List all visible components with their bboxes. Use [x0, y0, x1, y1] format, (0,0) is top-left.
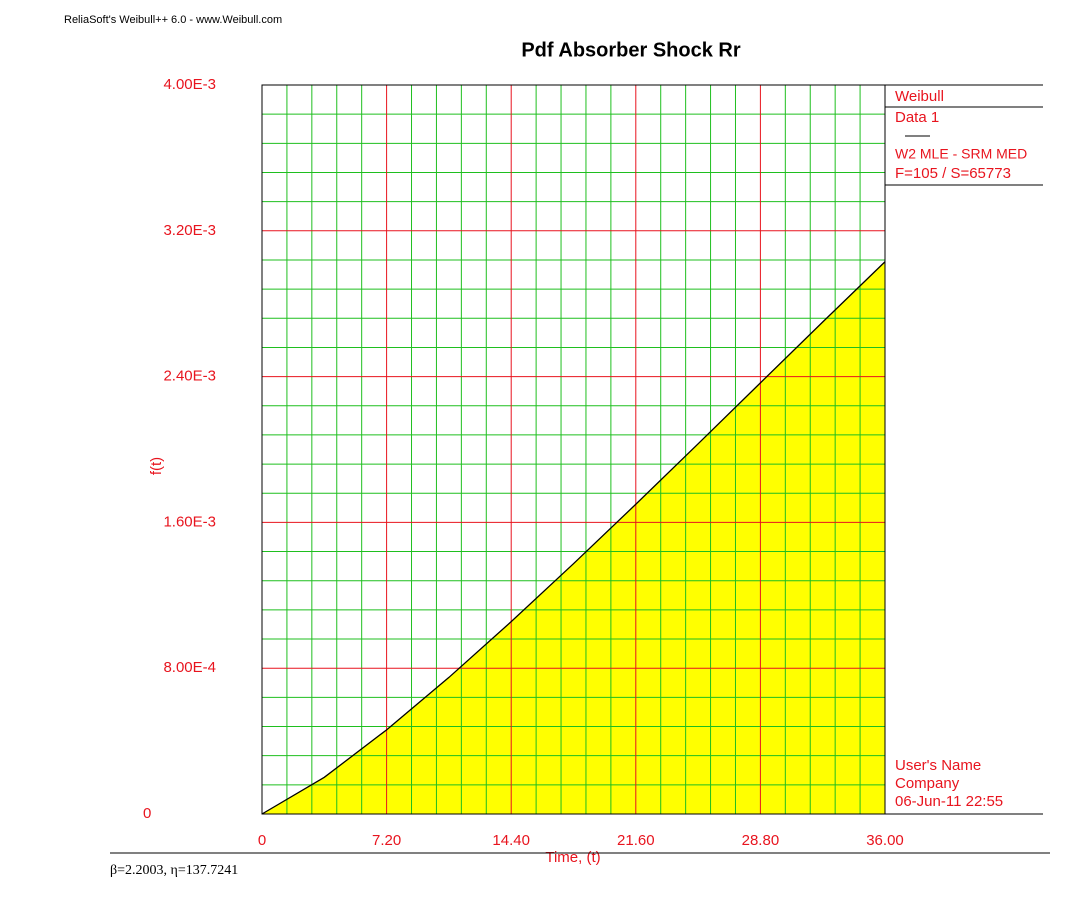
- area: [262, 262, 885, 814]
- x-tick-label: 36.00: [866, 832, 904, 849]
- legend-entry: Weibull: [895, 88, 944, 105]
- x-tick-label: 14.40: [492, 832, 530, 849]
- x-tick-label: 0: [258, 832, 266, 849]
- y-tick-label: 8.00E-4: [163, 659, 216, 676]
- y-axis-label: f(t): [148, 457, 165, 475]
- x-axis-label: Time, (t): [545, 849, 600, 866]
- legend-entry: Data 1: [895, 109, 939, 126]
- legend-entry: F=105 / S=65773: [895, 165, 1011, 182]
- user-info: Company: [895, 775, 960, 792]
- y-tick-label: 0: [143, 805, 151, 822]
- y-tick-label: 2.40E-3: [163, 368, 216, 385]
- x-tick-label: 21.60: [617, 832, 655, 849]
- y-tick-label: 3.20E-3: [163, 222, 216, 239]
- user-info: 06-Jun-11 22:55: [895, 793, 1003, 810]
- x-tick-label: 28.80: [742, 832, 780, 849]
- y-tick-label: 4.00E-3: [163, 76, 216, 93]
- header: ReliaSoft's Weibull++ 6.0 - www.Weibull.…: [64, 14, 282, 26]
- footer: β=2.2003, η=137.7241: [110, 863, 238, 878]
- legend-entry: W2 MLE - SRM MED: [895, 146, 1027, 162]
- x-tick-label: 7.20: [372, 832, 401, 849]
- y-tick-label: 1.60E-3: [163, 513, 216, 530]
- chart-title: Pdf Absorber Shock Rr: [521, 39, 741, 61]
- legend-frame: [885, 85, 1043, 814]
- chart: ReliaSoft's Weibull++ 6.0 - www.Weibull.…: [0, 0, 1065, 916]
- user-info: User's Name: [895, 757, 981, 774]
